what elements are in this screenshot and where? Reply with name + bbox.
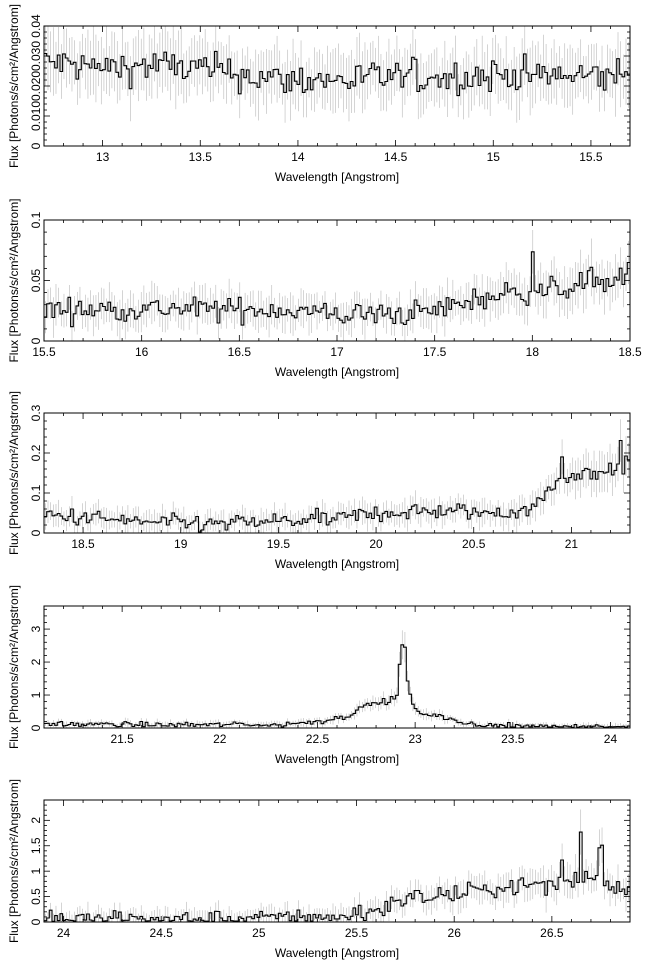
x-tick-label: 15 xyxy=(487,150,501,164)
x-tick-label: 17 xyxy=(330,345,344,359)
x-tick-label: 23.5 xyxy=(501,732,525,746)
y-tick-label: 0.3 xyxy=(29,404,43,421)
x-tick-label: 19 xyxy=(174,537,188,551)
x-tick-label: 26 xyxy=(448,926,462,940)
x-tick-label: 14 xyxy=(291,150,305,164)
plot-frame xyxy=(43,219,631,342)
spectrum-panel-2: 15.5 16 16.5 17 17.5 18 18.5 0 0.05 0.1 Wavelength… xyxy=(7,198,642,379)
data-layer xyxy=(44,809,630,922)
y-tick-label: 2 xyxy=(29,817,43,824)
y-tick-label: 0.2 xyxy=(29,444,43,461)
x-tick-label: 24.5 xyxy=(150,926,174,940)
x-tick-label: 20.5 xyxy=(462,537,486,551)
y-tick-label: 0.010 xyxy=(29,101,43,131)
y-tick-label: 0.04 xyxy=(29,14,43,38)
x-tick-label: 20 xyxy=(369,537,383,551)
y-axis-label: Flux [Photons/s/cm²/Angstrom] xyxy=(7,198,21,362)
y-tick-label: 0.030 xyxy=(29,41,43,71)
x-tick-label: 13 xyxy=(96,150,110,164)
y-tick-label: 1 xyxy=(29,868,43,875)
x-tick-label: 24 xyxy=(604,732,618,746)
y-tick-label: 0.020 xyxy=(29,71,43,101)
x-axis-label: Wavelength [Angstrom] xyxy=(275,170,399,184)
x-tick-label: 16.5 xyxy=(228,345,252,359)
plot-frame xyxy=(43,605,631,729)
y-tick-label: 1.5 xyxy=(29,837,43,854)
y-tick-label: 0.05 xyxy=(29,268,43,292)
x-tick-label: 21.5 xyxy=(110,732,134,746)
y-tick-label: 1 xyxy=(29,691,43,698)
series-line xyxy=(44,251,630,328)
y-axis-label: Flux [Photons/s/cm²/Angstrom] xyxy=(7,779,21,943)
x-tick-label: 23 xyxy=(408,732,422,746)
y-axis-label: Flux [Photons/s/cm²/Angstrom] xyxy=(7,391,21,555)
data-layer xyxy=(44,229,630,341)
y-axis-label: Flux [Photons/s/cm²/Angstrom] xyxy=(7,585,21,749)
x-tick-label: 19.5 xyxy=(267,537,291,551)
x-axis-label: Wavelength [Angstrom] xyxy=(275,365,399,379)
plot-frame xyxy=(43,799,631,923)
y-tick-label: 0 xyxy=(29,142,43,149)
y-tick-label: 0 xyxy=(29,337,43,344)
y-tick-label: 3 xyxy=(29,625,43,632)
y-tick-label: 0 xyxy=(29,918,43,925)
series-line xyxy=(44,439,630,533)
x-tick-label: 13.5 xyxy=(189,150,213,164)
spectrum-panel-5: 24 24.5 25 25.5 26 26.5 0 0.5 1 1.5 2 Wavelength [A… xyxy=(7,779,631,960)
data-layer xyxy=(44,630,630,728)
x-axis-label: Wavelength [Angstrom] xyxy=(275,946,399,960)
y-tick-label: 0 xyxy=(29,529,43,536)
x-tick-label: 14.5 xyxy=(384,150,408,164)
x-tick-label: 22 xyxy=(213,732,227,746)
y-tick-label: 2 xyxy=(29,658,43,665)
spectrum-panel-3: 18.5 19 19.5 20 20.5 21 0 0.1 0.2 0.3 Wavelength [… xyxy=(7,391,631,571)
x-axis-label: Wavelength [Angstrom] xyxy=(275,557,399,571)
data-layer xyxy=(44,419,630,533)
x-tick-label: 25.5 xyxy=(345,926,369,940)
data-layer xyxy=(44,26,630,123)
y-axis-label: Flux [Photons/s/cm²/Angstrom] xyxy=(7,4,21,168)
y-tick-label: 0.1 xyxy=(29,484,43,501)
x-tick-label: 24 xyxy=(57,926,71,940)
y-tick-label: 0 xyxy=(29,724,43,731)
x-tick-label: 18.5 xyxy=(618,345,642,359)
x-tick-label: 21 xyxy=(565,537,579,551)
series-line xyxy=(44,831,630,922)
x-axis-label: Wavelength [Angstrom] xyxy=(275,752,399,766)
x-tick-label: 18.5 xyxy=(71,537,95,551)
x-tick-label: 18 xyxy=(526,345,540,359)
x-tick-label: 26.5 xyxy=(540,926,564,940)
x-tick-label: 16 xyxy=(135,345,149,359)
y-tick-label: 0.5 xyxy=(29,888,43,905)
y-tick-label: 0.1 xyxy=(29,211,43,228)
series-line xyxy=(44,644,630,728)
x-tick-label: 25 xyxy=(252,926,266,940)
x-tick-label: 22.5 xyxy=(306,732,330,746)
series-line xyxy=(44,50,630,97)
x-tick-label: 15.5 xyxy=(579,150,603,164)
x-tick-label: 17.5 xyxy=(423,345,447,359)
x-tick-label: 15.5 xyxy=(32,345,56,359)
